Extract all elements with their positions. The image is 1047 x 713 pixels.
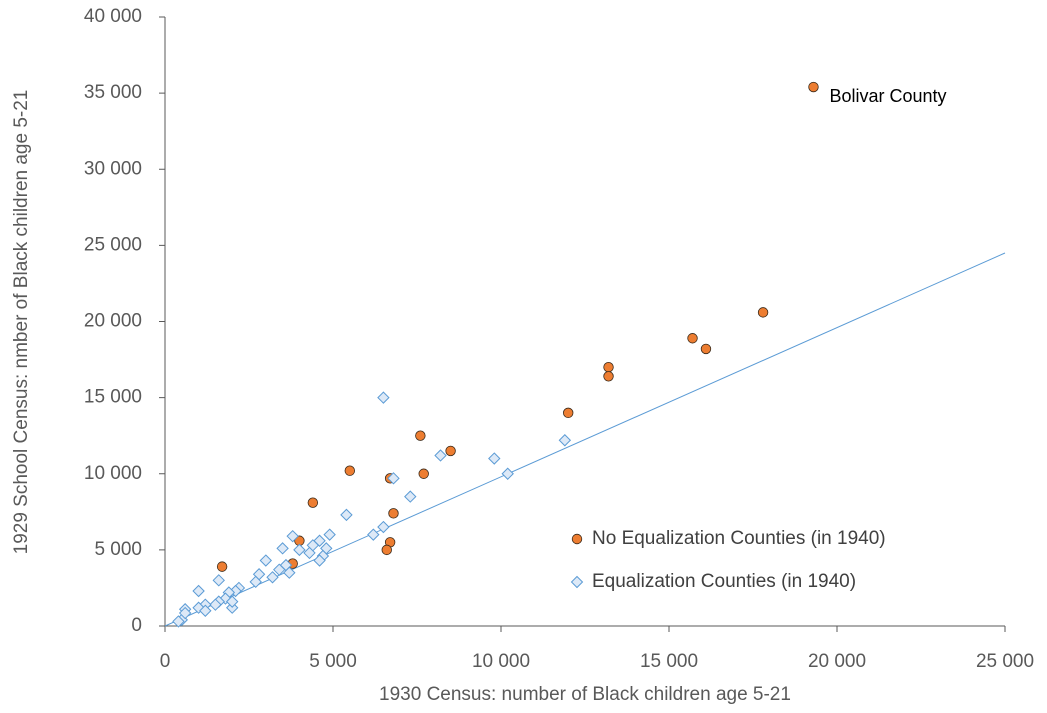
diamond-point (293, 543, 306, 557)
x-tick-label: 0 (160, 651, 171, 672)
diamond-point (172, 615, 185, 628)
circle-point (418, 468, 429, 479)
diamond-point (259, 554, 273, 567)
x-axis-title: 1930 Census: number of Black children ag… (379, 684, 791, 705)
diamond-point (488, 452, 501, 465)
diamond-point (501, 467, 514, 480)
circle-point (445, 445, 456, 457)
diamond-point (377, 520, 390, 534)
legend-label: No Equalization Counties (in 1940) (592, 528, 886, 549)
legend-marker (571, 533, 583, 545)
y-tick-label: 35 000 (84, 82, 142, 103)
circle-point (563, 407, 574, 419)
circle-point (603, 361, 614, 373)
diamond-point (558, 434, 572, 447)
diamond-point (225, 595, 239, 608)
x-tick-label: 5 000 (309, 651, 357, 672)
x-tick-label: 25 000 (976, 651, 1034, 672)
diamond-point (249, 575, 262, 589)
circle-point (415, 430, 426, 441)
diamond-point (266, 571, 279, 584)
legend-label: Equalization Counties (in 1940) (592, 571, 856, 592)
circle-point (808, 81, 819, 93)
circle-point (603, 371, 614, 382)
circle-point (216, 561, 228, 572)
diamond-point (273, 563, 286, 576)
x-tick-label: 15 000 (640, 651, 698, 672)
circle-point (307, 497, 319, 508)
y-tick-label: 5 000 (94, 539, 142, 560)
circle-point (687, 333, 698, 344)
diamond-point (276, 542, 289, 555)
x-tick-label: 10 000 (472, 651, 530, 672)
diamond-point (313, 554, 326, 567)
diamond-point (192, 584, 205, 598)
x-tick-label: 20 000 (808, 651, 866, 672)
diamond-point (323, 528, 336, 541)
circle-point (388, 508, 399, 519)
y-tick-label: 40 000 (84, 6, 142, 27)
y-tick-label: 25 000 (84, 234, 142, 255)
diamond-point (209, 598, 222, 611)
reference-line (164, 252, 1006, 627)
diamond-point (340, 508, 353, 522)
diamond-point (286, 529, 299, 543)
diamond-point (178, 606, 192, 620)
diamond-point (367, 528, 380, 541)
annotation: Bolivar County (829, 86, 946, 106)
y-tick-label: 0 (131, 615, 142, 636)
diamond-point (434, 449, 447, 462)
diamond-point (404, 490, 417, 503)
circle-point (344, 465, 356, 476)
y-axis-title: 1929 School Census: nmber of Black child… (11, 90, 32, 555)
diamond-point (387, 472, 400, 485)
y-tick-label: 20 000 (84, 311, 142, 332)
diamond-point (377, 391, 390, 404)
legend-marker (570, 575, 584, 589)
y-tick-label: 10 000 (84, 463, 142, 484)
diamond-point (199, 604, 212, 617)
y-tick-label: 15 000 (84, 387, 142, 408)
y-tick-label: 30 000 (84, 158, 142, 179)
diamond-point (303, 546, 316, 560)
circle-point (381, 544, 392, 556)
diamond-point (283, 566, 296, 579)
diamond-point (212, 574, 225, 587)
circle-point (700, 343, 712, 355)
circle-point (757, 307, 769, 318)
